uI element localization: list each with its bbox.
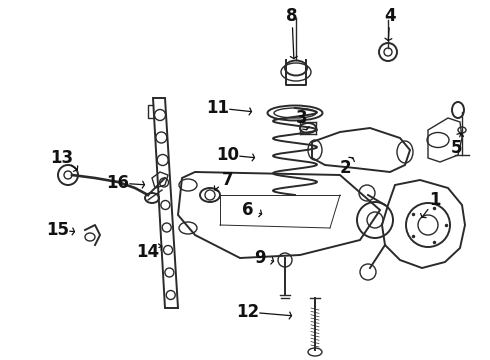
Text: 14: 14 [136,243,160,261]
Text: 13: 13 [50,149,74,167]
Text: 12: 12 [237,303,260,321]
Text: 3: 3 [296,109,308,127]
Text: 10: 10 [217,146,240,164]
Text: 9: 9 [254,249,266,267]
Text: 4: 4 [384,7,396,25]
Text: 6: 6 [242,201,254,219]
Text: 7: 7 [222,171,234,189]
Text: 5: 5 [450,139,462,157]
Text: 8: 8 [286,7,298,25]
Text: 2: 2 [339,159,351,177]
Text: 16: 16 [106,174,129,192]
Text: 11: 11 [206,99,229,117]
Text: 15: 15 [47,221,70,239]
Text: 1: 1 [429,191,441,209]
